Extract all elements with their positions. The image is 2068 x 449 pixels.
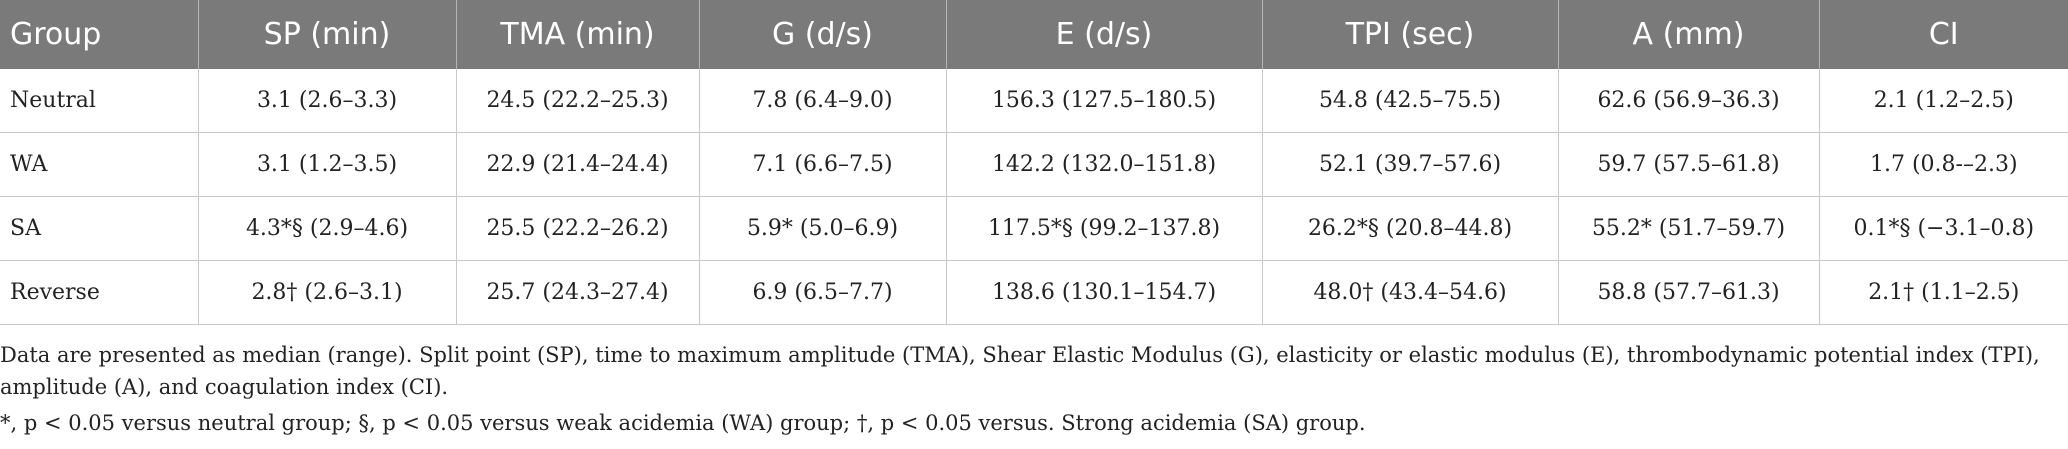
table-cell: 25.5 (22.2–26.2)	[456, 196, 700, 261]
table-cell: 7.1 (6.6–7.5)	[699, 132, 947, 197]
table-cell: 54.8 (42.5–75.5)	[1262, 69, 1559, 133]
table-cell: Neutral	[0, 69, 199, 133]
table-cell: 2.8† (2.6–3.1)	[198, 260, 457, 325]
table-cell: 3.1 (2.6–3.3)	[198, 69, 457, 133]
header-e: E (d/s)	[946, 0, 1263, 69]
header-sp: SP (min)	[198, 0, 457, 69]
table-cell: 58.8 (57.7–61.3)	[1558, 260, 1820, 325]
header-a: A (mm)	[1558, 0, 1820, 69]
table-cell: 138.6 (130.1–154.7)	[946, 260, 1263, 325]
table-cell: 5.9* (5.0–6.9)	[699, 196, 947, 261]
table-figure: Group SP (min) TMA (min) G (d/s) E (d/s)…	[0, 0, 2068, 439]
table-row-reverse: Reverse 2.8† (2.6–3.1) 25.7 (24.3–27.4) …	[0, 260, 2068, 325]
table-cell: 25.7 (24.3–27.4)	[456, 260, 700, 325]
footnote-abbreviations: Data are presented as median (range). Sp…	[0, 343, 2040, 399]
table-cell: 156.3 (127.5–180.5)	[946, 69, 1263, 133]
results-table: Group SP (min) TMA (min) G (d/s) E (d/s)…	[0, 0, 2068, 325]
table-row-neutral: Neutral 3.1 (2.6–3.3) 24.5 (22.2–25.3) 7…	[0, 69, 2068, 133]
table-cell: 1.7 (0.8-–2.3)	[1819, 132, 2068, 197]
table-cell: 2.1 (1.2–2.5)	[1819, 69, 2068, 133]
table-cell: SA	[0, 196, 199, 261]
table-cell: 22.9 (21.4–24.4)	[456, 132, 700, 197]
table-footnotes: Data are presented as median (range). Sp…	[0, 325, 2040, 439]
table-cell: 0.1*§ (−3.1–0.8)	[1819, 196, 2068, 261]
table-cell: 6.9 (6.5–7.7)	[699, 260, 947, 325]
header-g: G (d/s)	[699, 0, 947, 69]
table-cell: 52.1 (39.7–57.6)	[1262, 132, 1559, 197]
table-cell: 7.8 (6.4–9.0)	[699, 69, 947, 133]
header-tma: TMA (min)	[456, 0, 700, 69]
table-cell: 4.3*§ (2.9–4.6)	[198, 196, 457, 261]
header-ci: CI	[1819, 0, 2068, 69]
footnote-significance: *, p < 0.05 versus neutral group; §, p <…	[0, 411, 1366, 435]
table-cell: 142.2 (132.0–151.8)	[946, 132, 1263, 197]
table-cell: 24.5 (22.2–25.3)	[456, 69, 700, 133]
table-cell: 2.1† (1.1–2.5)	[1819, 260, 2068, 325]
table-cell: 117.5*§ (99.2–137.8)	[946, 196, 1263, 261]
header-tpi: TPI (sec)	[1262, 0, 1559, 69]
table-row-sa: SA 4.3*§ (2.9–4.6) 25.5 (22.2–26.2) 5.9*…	[0, 196, 2068, 261]
table-cell: 3.1 (1.2–3.5)	[198, 132, 457, 197]
table-row-wa: WA 3.1 (1.2–3.5) 22.9 (21.4–24.4) 7.1 (6…	[0, 132, 2068, 197]
table-cell: Reverse	[0, 260, 199, 325]
table-cell: 55.2* (51.7–59.7)	[1558, 196, 1820, 261]
table-cell: 59.7 (57.5–61.8)	[1558, 132, 1820, 197]
table-header-row: Group SP (min) TMA (min) G (d/s) E (d/s)…	[0, 0, 2068, 69]
header-group: Group	[0, 0, 199, 69]
table-cell: 48.0† (43.4–54.6)	[1262, 260, 1559, 325]
table-cell: WA	[0, 132, 199, 197]
table-cell: 62.6 (56.9–36.3)	[1558, 69, 1820, 133]
table-cell: 26.2*§ (20.8–44.8)	[1262, 196, 1559, 261]
